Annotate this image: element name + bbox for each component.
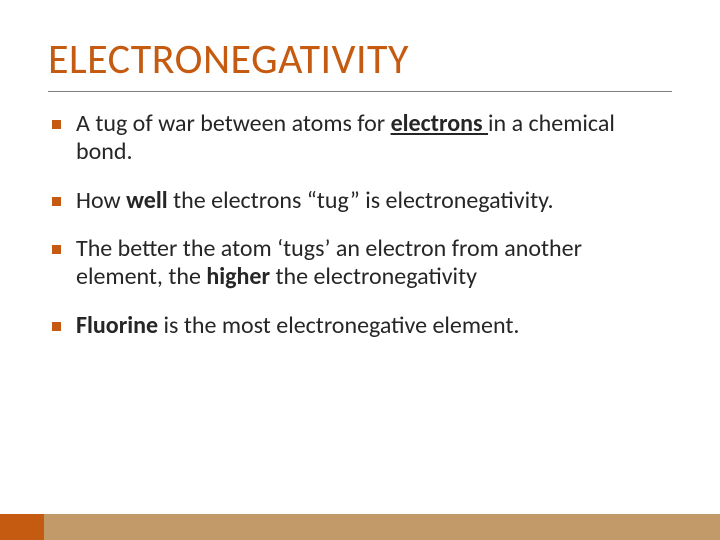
text-run: is the most electronegative element. (158, 311, 519, 340)
bullet-item: The better the atom ‘tugs’ an electron f… (48, 235, 672, 292)
square-bullet-icon (52, 245, 61, 254)
bullet-item: Fluorine is the most electronegative ele… (48, 312, 672, 340)
bullet-list: A tug of war between atoms for electrons… (48, 110, 672, 340)
slide: ELECTRONEGATIVITY A tug of war between a… (0, 0, 720, 540)
text-run: How (76, 186, 126, 215)
square-bullet-icon (52, 120, 61, 129)
footer-bar (0, 514, 720, 540)
bullet-item: A tug of war between atoms for electrons… (48, 110, 672, 167)
text-run: Fluorine (76, 311, 158, 340)
text-run: the electrons “tug” is electronegativity… (168, 186, 554, 215)
square-bullet-icon (52, 197, 61, 206)
text-run: higher (206, 262, 270, 291)
text-run: A tug of war between atoms for (76, 109, 391, 138)
text-run: electrons (391, 109, 488, 138)
title-divider (48, 91, 672, 92)
bullet-item: How well the electrons “tug” is electron… (48, 187, 672, 215)
square-bullet-icon (52, 322, 61, 331)
slide-title: ELECTRONEGATIVITY (48, 34, 672, 85)
text-run: well (126, 186, 168, 215)
footer-accent (0, 514, 44, 540)
text-run: the electronegativity (270, 262, 477, 291)
